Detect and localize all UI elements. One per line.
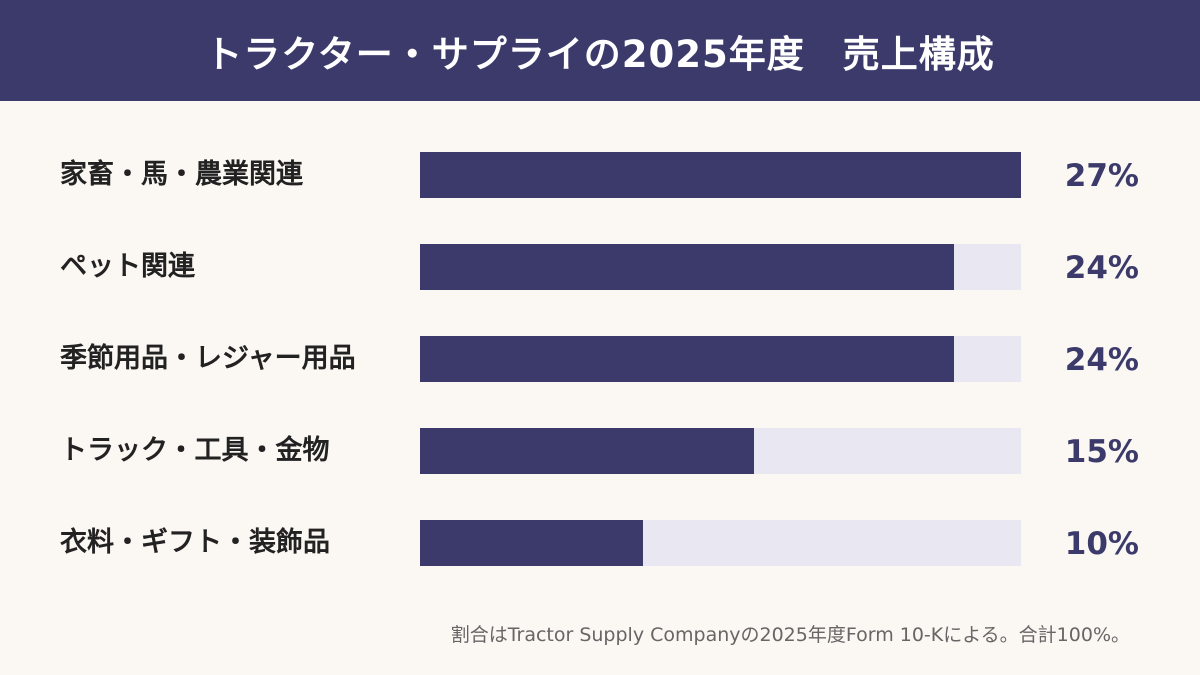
value-label: 27% [1064, 158, 1139, 194]
bar [420, 152, 1021, 198]
category-label: 衣料・ギフト・装飾品 [60, 527, 330, 558]
value-label: 15% [1064, 434, 1139, 470]
bar-track [420, 152, 1021, 198]
header-banner: トラクター・サプライの2025年度 売上構成 [0, 0, 1200, 101]
bar-track [420, 336, 1021, 382]
value-label: 10% [1064, 526, 1139, 562]
category-label: 家畜・馬・農業関連 [60, 159, 303, 190]
bar [420, 520, 643, 566]
value-label: 24% [1064, 342, 1139, 378]
footnote: 割合はTractor Supply Companyの2025年度Form 10-… [450, 624, 1130, 646]
bar-track [420, 244, 1021, 290]
bar-track [420, 520, 1021, 566]
bar [420, 336, 954, 382]
bar-track [420, 428, 1021, 474]
bar [420, 428, 754, 474]
category-label: トラック・工具・金物 [60, 435, 330, 466]
bar [420, 244, 954, 290]
chart-title: トラクター・サプライの2025年度 売上構成 [205, 32, 995, 76]
value-label: 24% [1064, 250, 1139, 286]
category-label: ペット関連 [60, 251, 195, 282]
category-label: 季節用品・レジャー用品 [60, 343, 356, 374]
